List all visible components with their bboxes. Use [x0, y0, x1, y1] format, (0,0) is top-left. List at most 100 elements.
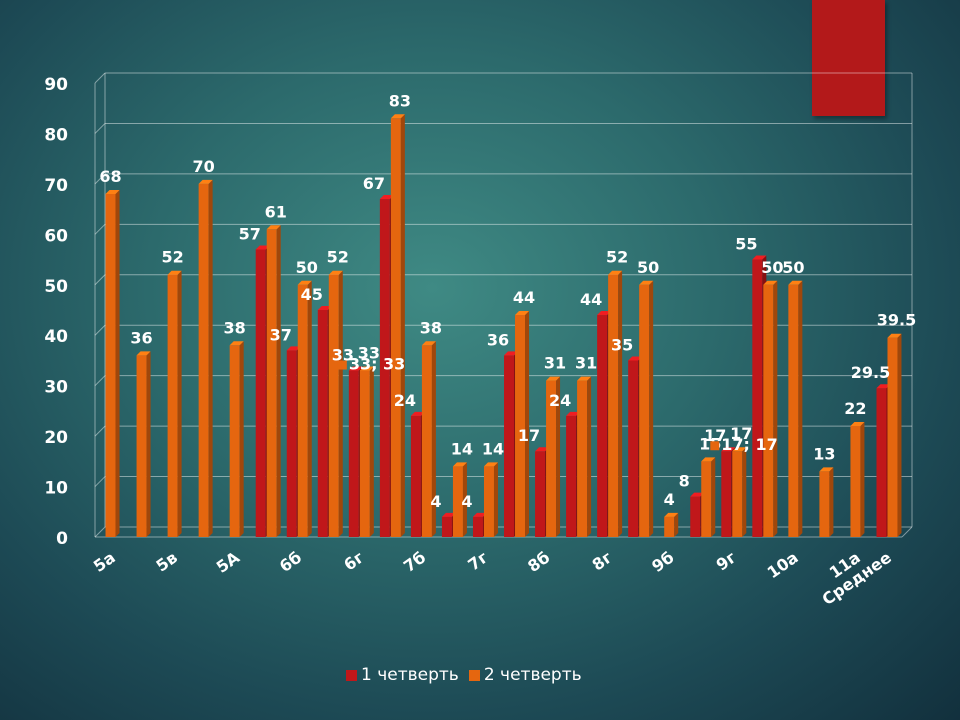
bar-series1-top [441, 512, 456, 517]
data-label-series2: 52 [606, 248, 628, 267]
bar-series2-front [887, 337, 898, 537]
bar-series2-top [229, 341, 244, 346]
bar-series2-side [897, 333, 902, 537]
bar-series2-front [266, 229, 277, 538]
bar-series2-side [462, 462, 467, 537]
bar-series2-front [452, 466, 463, 537]
bar-series2-top [819, 467, 834, 472]
bar-series2-front [229, 345, 240, 537]
y-tick-label: 40 [44, 327, 68, 347]
bar-series2-front [850, 426, 861, 537]
bar-series2-top [546, 376, 561, 381]
x-tick-label: 8б [524, 548, 553, 576]
bar-series2 [577, 376, 592, 537]
bar-series2 [850, 422, 865, 537]
bar-series2-front [639, 284, 650, 537]
bar-series2-top [105, 189, 120, 194]
data-label-series2: 38 [420, 318, 442, 337]
bar-series2-front [328, 274, 339, 537]
overlap-label: 33; 33 [349, 355, 406, 374]
bar-series2-top [266, 225, 281, 230]
bar-series1-top [752, 255, 767, 260]
data-label-series1: 36 [487, 330, 509, 349]
legend-item-series1: 1 четверть [346, 665, 459, 685]
y-tick-label: 90 [44, 75, 68, 95]
bar-series1-top [379, 195, 394, 200]
bar-series2-top [887, 333, 902, 338]
bar-series2 [483, 462, 498, 537]
bar-series1-front [752, 259, 763, 537]
data-label-series1: 4 [461, 492, 472, 511]
bar-series2-side [525, 311, 530, 537]
bar-series2-side [711, 457, 716, 537]
data-label-series1: 4 [430, 492, 441, 511]
x-tick-label: 7г [464, 548, 491, 575]
bar-series2 [639, 280, 654, 537]
y-tick-label: 30 [44, 378, 68, 398]
gridline-depth [94, 72, 106, 84]
bar-series2-top [390, 114, 405, 119]
bar-series2 [105, 189, 120, 537]
gridline-depth [94, 173, 106, 185]
bar-series2 [421, 341, 436, 537]
bar-series1-front [410, 415, 421, 537]
data-label-series2: 14 [451, 439, 473, 458]
bar-series2-front [664, 516, 675, 537]
bar-series2 [608, 270, 623, 537]
bar-series2-front [763, 284, 774, 537]
data-label-series2: 4 [664, 490, 675, 509]
bar-series1-top [255, 245, 270, 250]
bar-series1-top [597, 311, 612, 316]
y-tick-label: 60 [44, 226, 68, 246]
bar-series2-front [198, 183, 209, 537]
bar-series1-top [876, 384, 891, 389]
bar-series2 [515, 311, 530, 537]
bar-series2 [763, 280, 778, 537]
bar-series2 [359, 366, 374, 537]
x-tick-label: 6г [340, 548, 367, 575]
data-label-series1: 45 [301, 285, 323, 304]
bar-series2-top [608, 270, 623, 275]
bar-series2-front [546, 380, 557, 537]
data-label-series1: 35 [611, 335, 633, 354]
bar-series2 [887, 333, 902, 537]
bar-series1-front [441, 516, 452, 537]
bar-series1-front [504, 355, 515, 537]
bar-series2 [664, 512, 679, 537]
bar-series1-top [348, 366, 363, 371]
bar-series1-front [379, 199, 390, 537]
gridline-depth [94, 223, 106, 235]
data-label-series2: 14 [482, 439, 504, 458]
bar-series2-top [577, 376, 592, 381]
legend-item-series2: 2 четверть [468, 665, 582, 685]
data-label-series1: 33 [332, 346, 354, 365]
bar-series2-side [556, 376, 561, 537]
overlap-labels: 33; 33 17; 17 [337, 355, 778, 454]
bar-series2 [167, 270, 182, 537]
bar-series1-top [690, 492, 705, 497]
bar-series2-top [763, 280, 778, 285]
bar-series2-top [788, 280, 803, 285]
y-tick-label: 0 [56, 529, 68, 549]
bar-series2-side [674, 512, 679, 537]
bar-series2-side [798, 280, 803, 537]
bar-series1-front [286, 350, 297, 537]
bar-series1-front [472, 516, 483, 537]
bar-series2-front [515, 315, 526, 537]
data-label-series1: 24 [549, 391, 571, 410]
data-label-series2: 50 [782, 258, 804, 277]
bar-series1-front [597, 315, 608, 537]
data-label-series2: 52 [161, 248, 183, 267]
bar-series2-side [177, 270, 182, 537]
bar-series1-top [721, 447, 736, 452]
bar-series2-top [421, 341, 436, 346]
bar-series2-side [307, 280, 312, 537]
data-label-series2: 22 [844, 399, 866, 418]
grid-depth-line [94, 526, 106, 538]
bar-series2 [229, 341, 244, 537]
bar-series1-top [472, 512, 487, 517]
data-label-series1: 57 [239, 224, 261, 243]
data-label-series1: 17 [518, 426, 540, 445]
legend-swatch-series1 [346, 669, 357, 681]
bar-series2-top [328, 270, 343, 275]
